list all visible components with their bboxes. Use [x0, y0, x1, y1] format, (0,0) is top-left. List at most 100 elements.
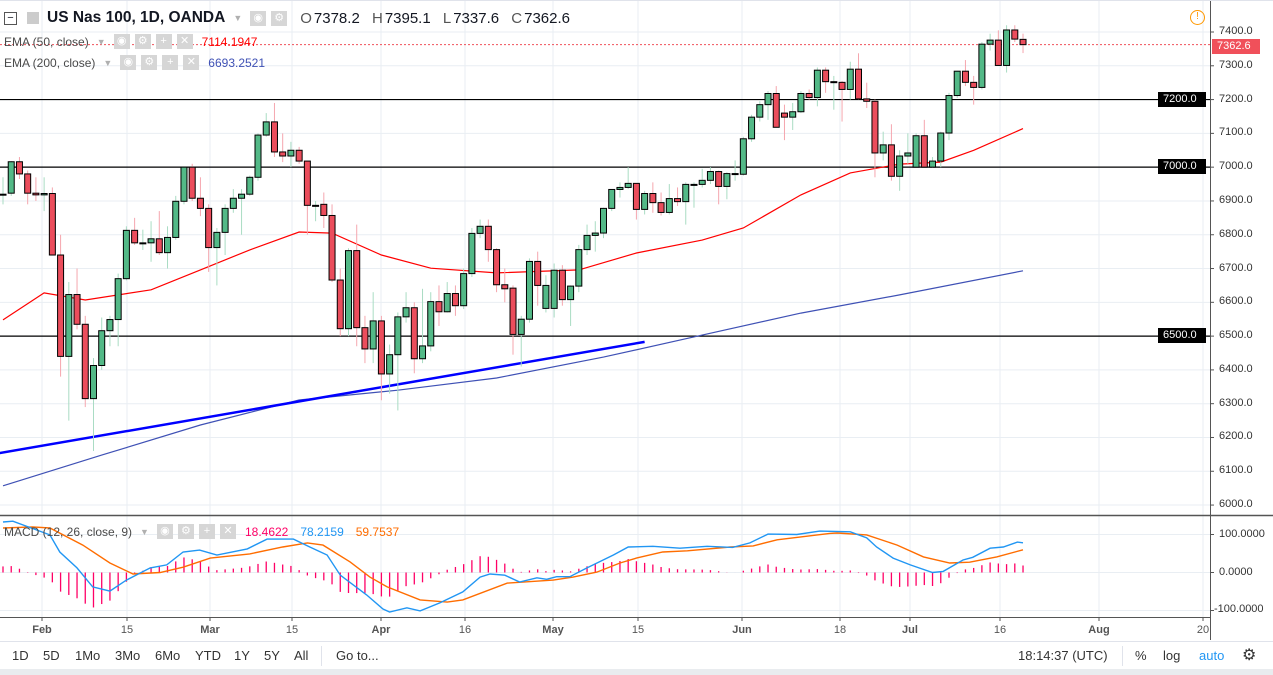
price-axis-label: 6800.0: [1219, 227, 1253, 240]
candle-body: [624, 182, 632, 188]
candle-body: [287, 149, 295, 157]
time-axis-label: 15: [120, 624, 134, 636]
time-axis-label: Jul: [902, 624, 918, 636]
eye-icon[interactable]: ◉: [250, 10, 267, 26]
candle-body: [838, 81, 846, 90]
candle-body: [57, 254, 65, 357]
candle-body: [81, 323, 89, 400]
collapse-icon[interactable]: −: [4, 11, 17, 25]
candle-body: [929, 160, 937, 168]
plus-icon[interactable]: +: [155, 34, 172, 49]
auto-scale-toggle[interactable]: auto: [1199, 648, 1225, 663]
range-6mo-button[interactable]: 6Mo: [155, 648, 181, 663]
candle-body: [303, 160, 311, 206]
candle-body: [797, 92, 805, 113]
candle-body: [583, 234, 591, 251]
candle-body: [114, 278, 122, 321]
price-axis-label: 7300.0: [1219, 58, 1253, 71]
trend-line: [0, 340, 645, 455]
close-icon[interactable]: ✕: [176, 34, 193, 49]
time-axis-label: Mar: [200, 624, 220, 636]
candle-body: [978, 43, 986, 88]
gear-icon[interactable]: ⚙: [177, 524, 194, 539]
bottom-toolbar: 1D 5D 1Mo 3Mo 6Mo YTD 1Y 5Y All Go to...…: [0, 641, 1273, 669]
range-all-button[interactable]: All: [294, 648, 309, 663]
candle-body: [312, 204, 320, 207]
candle-body: [970, 81, 978, 88]
candle-body: [517, 318, 525, 335]
candle-body: [419, 345, 427, 360]
candle-body: [394, 316, 402, 356]
eye-icon[interactable]: ◉: [156, 524, 173, 539]
price-axis-label: 7400.0: [1219, 25, 1253, 37]
level-tag-7200: 7200.0: [1158, 92, 1206, 107]
candle-body: [912, 135, 920, 168]
close-icon[interactable]: ✕: [183, 55, 200, 70]
open-value: 7378.2: [313, 9, 360, 27]
plus-icon[interactable]: +: [162, 55, 179, 70]
plus-icon[interactable]: +: [198, 524, 215, 539]
alert-clock-icon[interactable]: !: [1190, 10, 1205, 25]
gear-icon[interactable]: ⚙: [141, 55, 158, 70]
candle-body: [501, 284, 509, 290]
candle-body: [641, 193, 649, 210]
ema200-value: 6693.2521: [208, 55, 266, 70]
range-3mo-button[interactable]: 3Mo: [115, 648, 141, 663]
high-label: H: [371, 9, 383, 27]
gear-icon[interactable]: ⚙: [134, 34, 151, 49]
range-5y-button[interactable]: 5Y: [264, 648, 280, 663]
time-axis-label: 15: [631, 624, 645, 636]
low-value: 7337.6: [453, 9, 500, 27]
chevron-down-icon[interactable]: ▼: [233, 13, 243, 23]
open-label: O: [300, 9, 312, 27]
candle-body: [328, 214, 336, 281]
time-axis-label: 20: [1196, 624, 1210, 636]
time-axis-label: Aug: [1088, 624, 1110, 636]
candle-body: [279, 151, 287, 157]
gear-icon[interactable]: ⚙: [271, 10, 288, 26]
chevron-down-icon[interactable]: ▼: [96, 36, 106, 47]
candle-body: [822, 69, 830, 83]
close-icon[interactable]: ✕: [219, 524, 236, 539]
goto-date-button[interactable]: Go to...: [336, 648, 379, 663]
candle-body: [131, 229, 139, 244]
utc-clock[interactable]: 18:14:37 (UTC): [1018, 648, 1108, 663]
range-1y-button[interactable]: 1Y: [234, 648, 250, 663]
candle-body: [558, 269, 566, 301]
chevron-down-icon[interactable]: ▼: [140, 526, 149, 537]
log-scale-toggle[interactable]: log: [1163, 648, 1181, 663]
candle-body: [377, 320, 385, 375]
candle-body: [871, 100, 879, 154]
settings-gear-icon[interactable]: ⚙: [1242, 647, 1257, 664]
candle-body: [706, 171, 714, 181]
eye-icon[interactable]: ◉: [120, 55, 137, 70]
candle-body: [73, 294, 81, 325]
price-chart-pane[interactable]: [0, 0, 1273, 640]
candle-body: [172, 200, 180, 238]
low-label: L: [442, 9, 452, 27]
candle-body: [180, 166, 188, 202]
candle-body: [534, 260, 542, 286]
percent-scale-toggle[interactable]: %: [1135, 648, 1147, 663]
candle-body: [468, 232, 476, 275]
range-5d-button[interactable]: 5D: [43, 648, 60, 663]
chevron-down-icon[interactable]: ▼: [103, 57, 113, 68]
candle-body: [295, 149, 303, 162]
range-1d-button[interactable]: 1D: [12, 648, 29, 663]
close-value: 7362.6: [524, 9, 571, 27]
candle-body: [320, 203, 328, 216]
candle-body: [575, 249, 583, 287]
macd-axis-label: 100.0000: [1219, 528, 1265, 540]
candle-body: [238, 193, 246, 199]
level-tag-7000: 7000.0: [1158, 159, 1206, 174]
symbol-title[interactable]: US Nas 100, 1D, OANDA: [47, 9, 226, 26]
range-1mo-button[interactable]: 1Mo: [75, 648, 101, 663]
candle-body: [476, 225, 484, 234]
range-ytd-button[interactable]: YTD: [195, 648, 221, 663]
ema50-label[interactable]: EMA (50, close): [4, 34, 89, 49]
candle-body: [772, 92, 780, 128]
eye-icon[interactable]: ◉: [113, 34, 130, 49]
ema200-label[interactable]: EMA (200, close): [4, 55, 96, 70]
candle-body: [608, 188, 616, 209]
macd-label[interactable]: MACD (12, 26, close, 9): [4, 524, 133, 539]
